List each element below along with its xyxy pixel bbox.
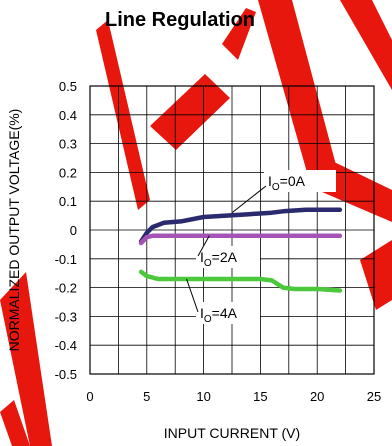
x-tick-label: 0 bbox=[86, 389, 93, 404]
x-tick-label: 20 bbox=[310, 389, 324, 404]
series-line bbox=[138, 233, 343, 246]
chart-title: Line Regulation bbox=[105, 9, 255, 31]
annotations: IO=0A IO=2A IO=4A bbox=[186, 170, 336, 325]
x-tick-label: 5 bbox=[143, 389, 150, 404]
x-tick-label: 25 bbox=[367, 389, 381, 404]
annotation-leader bbox=[186, 278, 199, 313]
watermark-stripe bbox=[258, 0, 340, 190]
plot-frame bbox=[89, 85, 375, 375]
series-line bbox=[138, 269, 343, 293]
y-tick-label: 0.5 bbox=[59, 79, 77, 94]
series-line bbox=[138, 207, 343, 244]
annotation-background bbox=[264, 170, 336, 192]
annotation-background bbox=[196, 302, 260, 324]
watermark-stripe bbox=[0, 272, 52, 446]
y-tick-label: -0.3 bbox=[55, 309, 77, 324]
annotation-leader bbox=[231, 185, 267, 214]
y-tick-label: 0.2 bbox=[59, 165, 77, 180]
series-label: IO=2A bbox=[200, 249, 238, 269]
y-tick-label: -0.4 bbox=[55, 338, 77, 353]
x-tick-labels: 0 5 10 15 20 25 bbox=[86, 389, 381, 404]
series-lines bbox=[138, 207, 343, 293]
y-tick-labels: 0.5 0.4 0.3 0.2 0.1 0 -0.1 -0.2 -0.3 -0.4 -0.5 bbox=[55, 79, 77, 382]
watermark-stripe bbox=[340, 0, 392, 90]
y-tick-label: -0.1 bbox=[55, 252, 77, 267]
watermark-stripe bbox=[222, 8, 256, 60]
watermark-stripe bbox=[360, 240, 392, 310]
plot-border bbox=[89, 85, 375, 375]
watermark-stripe bbox=[0, 400, 30, 446]
series-label: IO=4A bbox=[200, 305, 238, 325]
y-tick-label: -0.2 bbox=[55, 281, 77, 296]
annotation-background bbox=[196, 246, 260, 268]
x-tick-label: 10 bbox=[196, 389, 210, 404]
y-tick-label: 0.1 bbox=[59, 194, 77, 209]
x-tick-label: 15 bbox=[253, 389, 267, 404]
y-axis-label: NORMALIZED OUTPUT VOLTAGE(%) bbox=[6, 109, 22, 352]
watermark-stripe bbox=[150, 74, 230, 150]
y-tick-label: -0.5 bbox=[55, 367, 77, 382]
y-tick-label: 0 bbox=[70, 223, 77, 238]
annotation-leader bbox=[197, 235, 210, 257]
x-axis-label: INPUT CURRENT (V) bbox=[164, 425, 300, 441]
y-tick-label: 0.4 bbox=[59, 108, 77, 123]
y-tick-label: 0.3 bbox=[59, 137, 77, 152]
series-label: IO=0A bbox=[268, 173, 306, 193]
